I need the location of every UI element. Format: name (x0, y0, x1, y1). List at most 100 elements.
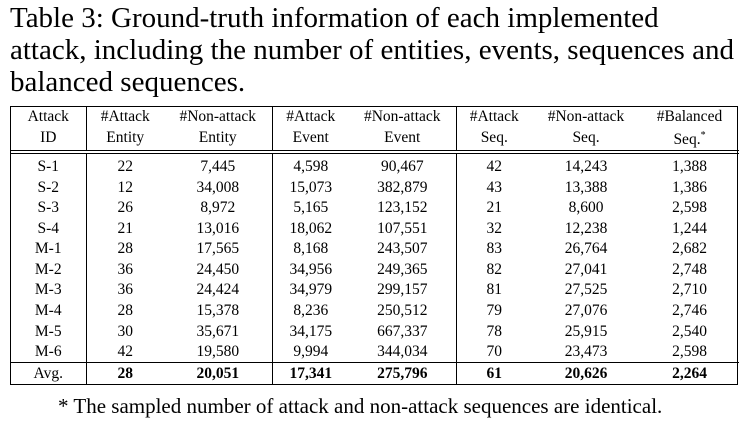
table-cell: 243,507 (349, 238, 457, 260)
header-attack-seq: #Attack (469, 108, 519, 125)
table-cell: 36 (117, 260, 134, 278)
table-cell: 12,238 (564, 219, 608, 237)
table-cell: 27,525 (564, 281, 608, 299)
table-cell: 8,972 (164, 197, 273, 219)
table-row: M-1 28 17,565 8,168 243,507 83 26,764 2,682 (11, 238, 739, 260)
header-balanced-seq-sub: Seq.* (640, 126, 739, 155)
table-cell: 2,746 (672, 302, 707, 320)
table-cell: 667,337 (349, 321, 457, 342)
table-cell: 1,386 (672, 178, 707, 196)
header-attack-entity: #Attack (100, 108, 150, 125)
average-cell: 20,626 (532, 362, 640, 384)
table-cell: 13,388 (564, 178, 608, 196)
average-cell: 61 (456, 362, 532, 384)
table-cell: 4,598 (293, 157, 329, 175)
table-cell: 15,073 (289, 178, 333, 196)
table-cell: 12 (117, 178, 134, 196)
table-cell: 21 (117, 219, 134, 237)
header-attack-entity-sub: Entity (86, 126, 164, 155)
table-cell: 1,244 (672, 219, 707, 237)
table-row: M-5 30 35,671 34,175 667,337 78 25,915 2,540 (11, 321, 739, 342)
table-cell: 78 (486, 322, 503, 340)
table-cell: 2,748 (672, 260, 707, 278)
table-row: S-2 12 34,008 15,073 382,879 43 13,388 1,386 (11, 176, 739, 198)
table-cell: 35,671 (164, 321, 273, 342)
table-caption: Table 3: Ground-truth information of eac… (10, 2, 734, 98)
header-nonattack-entity-sub: Entity (164, 126, 273, 155)
table-cell: 26,764 (564, 240, 608, 258)
header-attack-id-sub: ID (11, 126, 87, 155)
row-id-cell: M-2 (11, 259, 87, 280)
row-id-cell: M-5 (11, 321, 87, 342)
table-cell: 23,473 (564, 343, 608, 361)
table-cell: 43 (486, 178, 503, 196)
table-cell: 24,424 (164, 279, 273, 301)
table-cell: 8,600 (568, 199, 604, 217)
table-row: M-4 28 15,378 8,236 250,512 79 27,076 2,746 (11, 300, 739, 322)
row-id-cell: M-6 (11, 341, 87, 363)
table-cell: 249,365 (349, 259, 457, 280)
table-cell: 299,157 (349, 279, 457, 301)
table-row: S-3 26 8,972 5,165 123,152 21 8,600 2,598 (11, 197, 739, 219)
table-cell: 123,152 (349, 197, 457, 219)
header-nonattack-seq: #Non-attack (547, 108, 625, 125)
table-cell: 27,041 (564, 260, 608, 278)
header-attack-id: Attack (11, 107, 87, 126)
table-cell: 42 (117, 343, 134, 361)
table-cell: 34,956 (289, 260, 333, 278)
table-cell: 70 (486, 343, 503, 361)
header-attack-seq-sub: Seq. (456, 126, 532, 155)
table-cell: 27,076 (564, 302, 608, 320)
table-cell: 32 (486, 219, 503, 237)
header-nonattack-entity: #Non-attack (164, 107, 273, 126)
header-attack-event: #Attack (286, 108, 336, 125)
table-cell: 21 (486, 199, 503, 217)
table-cell: 28 (117, 302, 134, 320)
table-cell: 2,540 (672, 322, 707, 340)
row-id-cell: S-3 (11, 197, 87, 219)
average-cell: 275,796 (349, 362, 457, 384)
table-cell: 7,445 (164, 152, 273, 177)
table-cell: 15,378 (164, 300, 273, 322)
table-cell: 2,598 (672, 199, 707, 217)
table-cell: 5,165 (293, 199, 329, 217)
table-cell: 17,565 (164, 238, 273, 260)
table-cell: 8,168 (293, 240, 329, 258)
header-nonattack-event-sub: Event (349, 126, 457, 155)
table-cell: 107,551 (349, 218, 457, 239)
table-cell: 250,512 (349, 300, 457, 322)
table-cell: 30 (117, 322, 134, 340)
table-cell: 90,467 (349, 152, 457, 177)
row-id-cell: M-3 (11, 279, 87, 301)
table-cell: 34,008 (164, 176, 273, 198)
table-row: M-3 36 24,424 34,979 299,157 81 27,525 2,710 (11, 279, 739, 301)
table-cell: 2,710 (672, 281, 707, 299)
table-cell: 9,994 (293, 343, 329, 361)
average-cell: 28 (86, 362, 164, 384)
table-cell: 25,915 (564, 322, 608, 340)
table-cell: 79 (486, 302, 503, 320)
table-cell: 1,388 (672, 157, 707, 175)
table-cell: 13,016 (164, 218, 273, 239)
table-cell: 2,682 (672, 240, 707, 258)
table-cell: 18,062 (289, 219, 333, 237)
table-footnote: * The sampled number of attack and non-a… (58, 394, 663, 418)
ground-truth-table: Attack #Attack #Non-attack #Attack #Non-… (10, 106, 739, 385)
row-id-cell: S-1 (11, 152, 87, 177)
row-id-cell: S-2 (11, 176, 87, 198)
header-nonattack-event: #Non-attack (349, 107, 457, 126)
header-balanced-seq: #Balanced (656, 108, 723, 125)
table-cell: 36 (117, 281, 134, 299)
average-cell: 17,341 (272, 362, 349, 384)
table-row: S-4 21 13,016 18,062 107,551 32 12,238 1,244 (11, 218, 739, 239)
table-cell: 34,979 (289, 281, 333, 299)
table-row: M-6 42 19,580 9,994 344,034 70 23,473 2,598 (11, 341, 739, 363)
table-cell: 22 (117, 157, 134, 175)
table-cell: 14,243 (564, 157, 608, 175)
table-cell: 42 (486, 157, 503, 175)
table-cell: 8,236 (293, 302, 329, 320)
average-cell: 2,264 (640, 362, 739, 384)
table-cell: 81 (486, 281, 503, 299)
table-cell: 34,175 (289, 322, 333, 340)
table-cell: 28 (117, 240, 134, 258)
